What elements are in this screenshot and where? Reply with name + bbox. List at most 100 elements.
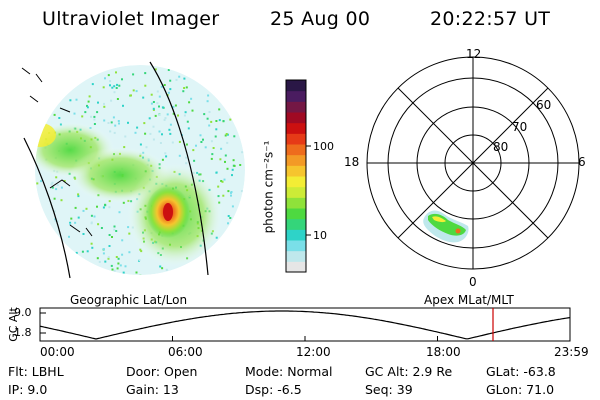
noise-speck [115,87,118,89]
apex-panel-label: Apex MLat/MLT [424,293,514,307]
noise-speck [138,259,141,262]
noise-speck [178,154,181,157]
noise-speck [167,69,170,71]
noise-speck [73,112,76,115]
noise-speck [185,86,188,89]
noise-speck [186,120,189,123]
noise-speck [164,117,167,120]
noise-speck [124,265,127,268]
noise-speck [156,102,159,105]
noise-speck [36,182,39,185]
mlt-label-0: 0 [469,275,477,289]
noise-speck [60,186,63,189]
noise-speck [54,220,57,222]
noise-speck [58,117,61,119]
noise-speck [193,159,196,162]
noise-speck [100,227,103,229]
noise-speck [74,221,77,224]
glat-info: GLat: -63.8 [486,364,556,379]
noise-speck [121,239,124,242]
noise-speck [127,121,129,124]
noise-speck [204,146,207,149]
noise-speck [113,91,116,94]
noise-speck [152,125,155,128]
noise-speck [114,124,117,127]
noise-speck [112,116,115,119]
noise-speck [104,260,107,263]
noise-speck [231,205,234,208]
mlt-label-18: 18 [344,155,360,169]
noise-speck [103,105,106,108]
noise-speck [60,199,63,202]
colorbar-segment [286,250,306,262]
noise-speck [77,216,80,219]
noise-speck [224,160,226,163]
date-label: 25 Aug 00 [270,8,371,30]
noise-speck [107,256,110,259]
noise-speck [102,206,105,209]
noise-speck [206,100,209,103]
noise-speck [108,245,111,247]
colorbar-segment [286,186,306,198]
colorbar-segment [286,240,306,252]
noise-speck [136,126,139,129]
noise-speck [98,260,101,263]
noise-speck [69,221,72,224]
mlt-label-12: 12 [466,47,482,61]
noise-speck [185,143,188,146]
noise-speck [226,167,229,170]
noise-speck [96,205,98,208]
noise-speck [229,217,232,219]
noise-speck [149,132,152,135]
noise-speck [218,108,221,111]
gc-alt-info: GC Alt: 2.9 Re [365,364,453,379]
emission-spot-west [35,123,56,147]
noise-speck [108,234,111,236]
glon-info: GLon: 71.0 [486,382,555,397]
colorbar-segment [286,144,306,156]
noise-speck [154,68,157,71]
noise-speck [226,141,229,144]
mlt-label-6: 6 [578,155,586,169]
noise-speck [182,90,185,93]
noise-speck [188,101,191,104]
noise-speck [183,87,186,89]
noise-speck [169,123,172,126]
noise-speck [116,267,119,270]
noise-speck [152,101,155,103]
noise-speck [183,114,186,117]
noise-speck [190,97,193,100]
noise-speck [159,142,162,144]
x-tick-label-2359: 23:59 [554,345,589,359]
noise-speck [210,157,213,160]
noise-speck [86,250,89,253]
colorbar-segment [286,112,306,124]
altitude-curve [39,310,571,340]
noise-speck [103,102,105,105]
noise-speck [113,269,116,272]
noise-speck [139,274,142,275]
noise-speck [102,86,105,89]
noise-speck [130,94,132,97]
noise-speck [93,123,96,125]
app-title: Ultraviolet Imager [42,8,220,30]
noise-speck [109,80,112,83]
noise-speck [174,104,177,107]
noise-speck [110,121,113,124]
noise-speck [93,115,96,118]
altitude-y-top: 9.0 [14,306,32,319]
noise-speck [224,154,227,157]
noise-speck [222,194,225,197]
noise-speck [172,112,175,115]
noise-speck [210,120,213,123]
noise-speck [160,85,163,88]
noise-speck [206,117,209,120]
noise-speck [56,184,59,186]
noise-speck [102,248,105,251]
noise-speck [172,105,175,108]
coastline-fragments [21,67,93,237]
noise-speck [144,84,147,87]
altitude-x-ticks [39,336,571,341]
noise-speck [102,252,105,255]
